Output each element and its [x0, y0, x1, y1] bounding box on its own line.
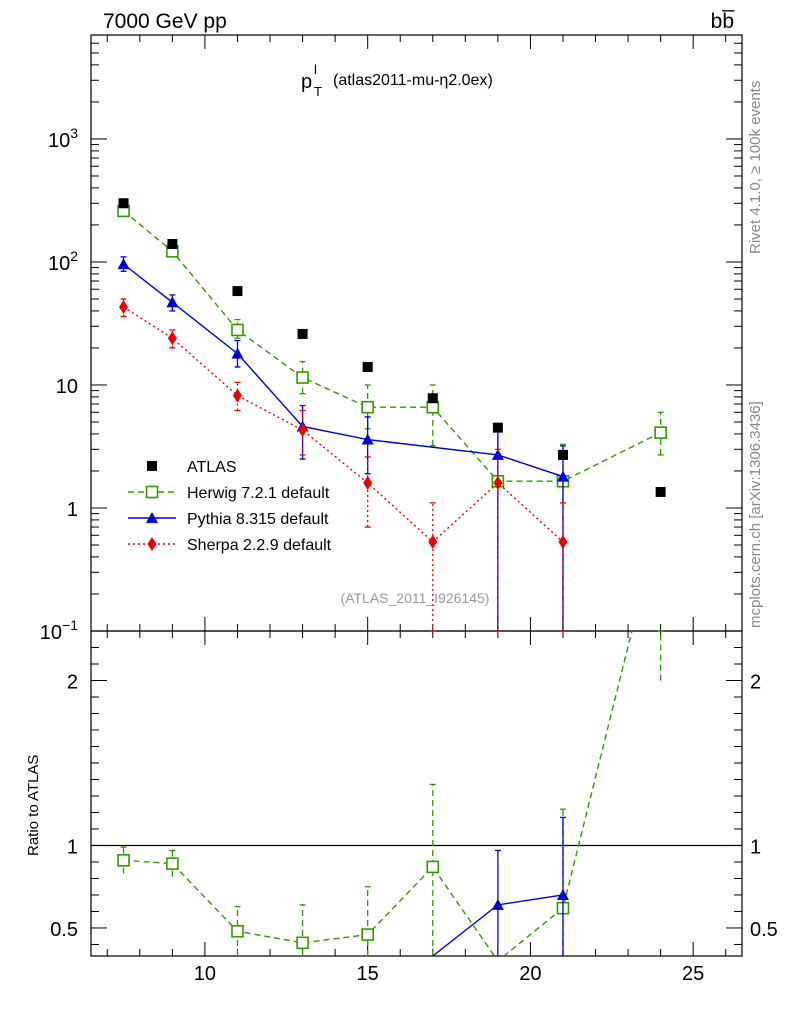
- ratio-y-tick-label: 2: [67, 671, 78, 693]
- legend-herwig-marker: [145, 485, 159, 499]
- ratio-herwig-point: [296, 936, 309, 950]
- ratio-herwig-point: [231, 924, 244, 938]
- sherpa-point: [363, 475, 373, 490]
- atlas-point: [297, 328, 308, 339]
- title-sup: l: [314, 62, 317, 77]
- sherpa-point: [493, 475, 503, 490]
- herwig-point: [296, 371, 309, 384]
- energy-label: 7000 GeV pp: [103, 10, 227, 33]
- main-y-tick-label: 102: [48, 248, 78, 275]
- legend-pythia-label: Pythia 8.315 default: [187, 511, 329, 528]
- atlas-point: [362, 362, 373, 373]
- ratio-axis-ticks: 10 15 20 25 0.5 0.5 1 1 2 2: [50, 631, 778, 985]
- ratio-ylabel: Ratio to ATLAS: [25, 755, 42, 856]
- title-main: p: [301, 71, 312, 93]
- ratio-pythia-point: [556, 888, 569, 900]
- atlas-point: [557, 449, 568, 460]
- sherpa-point: [298, 423, 308, 438]
- ratio-y-tick-label: 0.5: [50, 919, 78, 941]
- ratio-y-tick-label-right: 2: [750, 671, 761, 693]
- atlas-point: [118, 198, 129, 209]
- plot-title: p l T (atlas2011-mu-η2.0ex): [301, 62, 493, 99]
- pythia-point: [166, 296, 179, 308]
- atlas-point: [167, 238, 178, 249]
- sherpa-point: [428, 534, 438, 549]
- process-label: bb̅: [711, 10, 736, 33]
- pythia-line: [123, 263, 564, 478]
- ratio-panel-frame: [90, 630, 743, 957]
- ratio-y-tick-label-right: 0.5: [750, 919, 778, 941]
- pythia-point: [361, 433, 374, 445]
- ratio-herwig-point: [166, 857, 179, 870]
- sherpa-point: [232, 388, 242, 403]
- herwig-point: [426, 400, 440, 414]
- ratio-x-tick-label: 25: [682, 963, 704, 985]
- legend-pythia-marker: [146, 512, 158, 523]
- ratio-x-tick-label: 10: [194, 963, 216, 985]
- title-sub: T: [314, 84, 322, 99]
- legend-sherpa-marker: [147, 537, 157, 551]
- main-y-tick-label: 103: [48, 125, 78, 152]
- main-axis-ticks: 10−1 1 10 102 103: [40, 34, 742, 644]
- herwig-line: [123, 210, 661, 482]
- atlas-point: [232, 286, 243, 297]
- legend-sherpa-label: Sherpa 2.2.9 default: [187, 537, 332, 554]
- pythia-point: [117, 258, 130, 270]
- main-y-tick-label: 1: [67, 499, 78, 521]
- ratio-y-tick-label: 1: [67, 836, 78, 858]
- legend-atlas-label: ATLAS: [187, 459, 237, 476]
- legend-herwig-label: Herwig 7.2.1 default: [187, 485, 330, 502]
- legend-atlas-marker: [147, 461, 157, 471]
- atlas-point: [427, 393, 438, 404]
- herwig-point: [654, 426, 667, 439]
- rivet-label: Rivet 4.1.0, ≥ 100k events: [747, 81, 764, 254]
- ratio-pythia-point: [491, 898, 504, 910]
- atlas-point: [492, 422, 503, 433]
- main-series-group: [117, 198, 667, 632]
- main-y-tick-label: 10−1: [40, 617, 78, 644]
- ratio-series-group: [117, 630, 664, 956]
- ratio-herwig-point: [117, 854, 130, 867]
- herwig-point: [361, 400, 374, 414]
- sherpa-line: [123, 306, 564, 543]
- herwig-point: [231, 323, 244, 337]
- ratio-herwig-point: [361, 928, 374, 941]
- ratio-herwig-line: [123, 631, 633, 956]
- main-y-tick-label: 10: [56, 376, 78, 398]
- atlas-point: [655, 486, 666, 497]
- analysis-watermark: (ATLAS_2011_I926145): [341, 590, 490, 606]
- sherpa-point: [119, 300, 129, 315]
- ratio-x-tick-label: 15: [357, 963, 379, 985]
- sherpa-point: [558, 534, 568, 549]
- mcplots-label: mcplots.cern.ch [arXiv:1306.3436]: [747, 401, 764, 628]
- legend: ATLAS Herwig 7.2.1 default Pythia 8.315 de…: [128, 459, 332, 554]
- ratio-x-tick-label: 20: [519, 963, 541, 985]
- ratio-y-tick-label-right: 1: [750, 836, 761, 858]
- sherpa-point: [167, 331, 177, 346]
- ratio-herwig-point: [426, 860, 440, 874]
- pythia-point: [231, 347, 244, 359]
- pythia-point: [556, 470, 569, 482]
- title-rest: (atlas2011-mu-η2.0ex): [333, 72, 493, 89]
